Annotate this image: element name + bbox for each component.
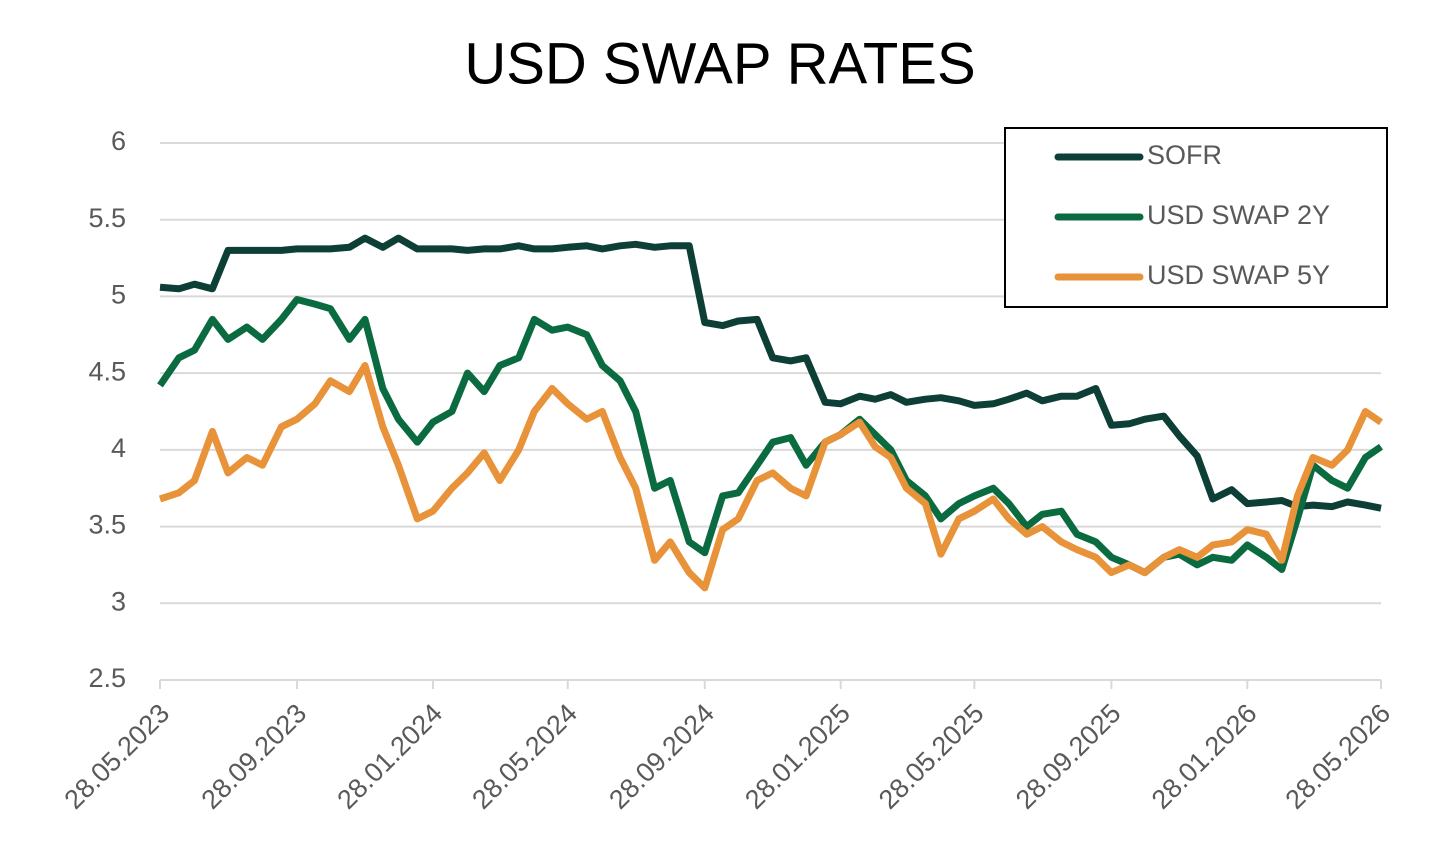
x-tick-label: 28.05.2024: [466, 698, 583, 815]
x-tick-label: 28.05.2026: [1280, 698, 1397, 815]
y-tick-label: 5.5: [88, 203, 126, 233]
legend: SOFR USD SWAP 2Y USD SWAP 5Y: [1004, 127, 1388, 308]
series-line: [159, 234, 1382, 512]
y-tick-label: 3: [111, 586, 126, 616]
y-tick-label: 5: [111, 280, 126, 310]
legend-label: USD SWAP 5Y: [1147, 260, 1330, 290]
series-line: [157, 296, 1383, 577]
y-tick-label: 2.5: [88, 663, 126, 693]
series-line: [158, 362, 1383, 592]
x-tick-label: 28.01.2025: [739, 698, 856, 815]
x-tick-label: 28.01.2024: [331, 698, 448, 815]
y-tick-label: 4.5: [88, 356, 126, 386]
x-tick-label: 28.09.2023: [196, 698, 313, 815]
legend-label: SOFR: [1147, 140, 1222, 170]
x-tick-label: 28.01.2026: [1146, 698, 1263, 815]
x-tick-label: 28.05.2025: [873, 698, 990, 815]
legend-label: USD SWAP 2Y: [1147, 200, 1330, 230]
x-tick-label: 28.05.2023: [59, 698, 176, 815]
x-tick-label: 28.09.2025: [1010, 698, 1127, 815]
y-tick-label: 6: [111, 126, 126, 156]
x-tick-label: 28.09.2024: [603, 698, 720, 815]
y-tick-label: 4: [111, 433, 126, 463]
y-tick-label: 3.5: [88, 510, 126, 540]
chart-title: USD SWAP RATES: [464, 31, 975, 96]
